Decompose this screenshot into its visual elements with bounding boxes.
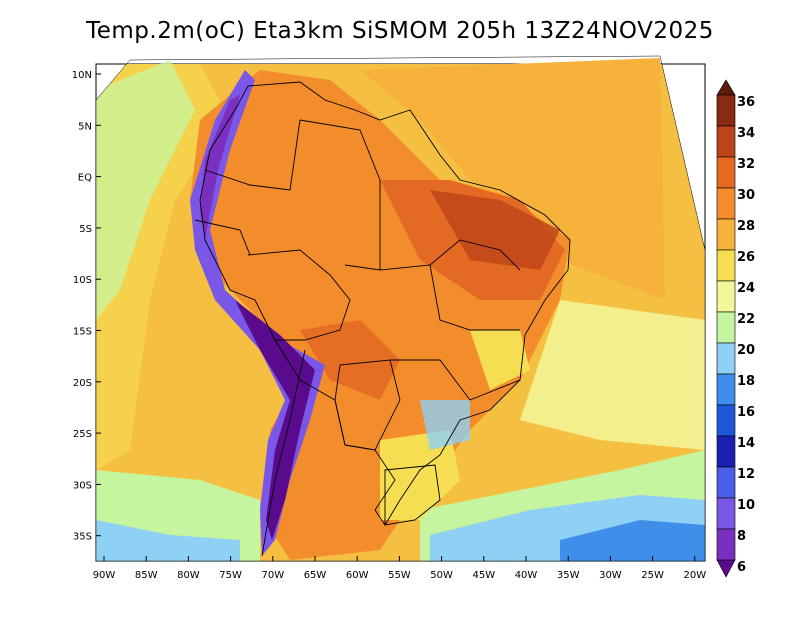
state-borders-south <box>390 359 521 401</box>
colorbar-swatch <box>716 435 736 468</box>
colorbar-tick-label: 24 <box>737 281 755 296</box>
lon-label: 85W <box>135 570 158 581</box>
colorbar-swatch <box>716 466 736 499</box>
colorbar-swatch <box>716 218 736 251</box>
lon-label: 45W <box>472 570 495 581</box>
colorbar-swatch <box>716 497 736 530</box>
lon-label: 60W <box>346 570 369 581</box>
brazil-outline <box>199 81 571 526</box>
lon-label: 30W <box>599 570 622 581</box>
map-title: Temp.2m(oC) Eta3km SiSMOM 205h 13Z24NOV2… <box>86 18 714 44</box>
lon-label: 55W <box>388 570 411 581</box>
lat-label: 15S <box>73 327 92 338</box>
colorbar-swatch <box>716 404 736 437</box>
lon-label: 80W <box>177 570 200 581</box>
country-boundaries <box>194 81 571 557</box>
longitude-axis: 90W 85W 80W 75W 70W 65W 60W 55W 50W 45W 40W 35W 30W 2… <box>93 556 706 581</box>
lat-label: 35S <box>73 532 92 543</box>
lon-label: 25W <box>641 570 664 581</box>
lon-label: 40W <box>515 570 538 581</box>
lon-label: 90W <box>93 570 116 581</box>
colorbar-tick-label: 20 <box>737 343 755 358</box>
lat-label: 10N <box>72 70 92 81</box>
bolivia-border <box>247 249 351 341</box>
central-hot <box>300 320 400 400</box>
colorbar-tick-label: 22 <box>737 312 755 327</box>
state-borders-center <box>379 239 521 271</box>
southeast-cool-spots <box>420 400 470 450</box>
uruguay-border <box>384 464 441 526</box>
colorbar-max-arrow <box>716 79 736 96</box>
colorbar-tick-label: 34 <box>737 126 755 141</box>
chile-argentina-border <box>261 349 306 557</box>
colorbar-swatch <box>716 280 736 313</box>
colorbar-swatch <box>716 187 736 220</box>
minas-mild <box>470 330 530 390</box>
colorbar-tick-label: 32 <box>737 157 755 172</box>
lat-label: EQ <box>78 173 92 184</box>
lon-label: 70W <box>261 570 284 581</box>
latitude-axis: 10N 5N EQ 5S 10S 15S 20S 25S 30S 35S <box>72 70 101 543</box>
colorbar-swatch <box>716 528 736 561</box>
lat-label: 5N <box>78 121 92 132</box>
lat-label: 10S <box>73 275 92 286</box>
warm-atlantic-region <box>360 58 665 300</box>
colorbar-swatch <box>716 125 736 158</box>
colorbar-tick-label: 16 <box>737 405 755 420</box>
colorbar-tick-label: 12 <box>737 467 755 482</box>
colorbar-tick-label: 10 <box>737 498 755 513</box>
colorbar-swatch <box>716 156 736 189</box>
lon-label: 35W <box>557 570 580 581</box>
colorbar: 36 34 32 30 28 26 24 22 20 18 16 14 12 10 8 6 <box>716 79 755 578</box>
northeast-hottest <box>430 190 560 270</box>
colombia-border <box>204 119 301 191</box>
lon-label: 50W <box>430 570 453 581</box>
lon-label: 20W <box>683 570 706 581</box>
colorbar-swatch <box>716 94 736 127</box>
atlantic-mid-cool <box>520 300 705 450</box>
south-atlantic-coldest <box>560 520 705 561</box>
colorbar-swatch <box>716 342 736 375</box>
lon-label: 75W <box>219 570 242 581</box>
state-borders-north <box>299 119 381 271</box>
temperature-field <box>96 58 705 561</box>
domain-outline <box>95 55 706 562</box>
colorbar-min-arrow <box>716 559 736 578</box>
colorbar-tick-label: 14 <box>737 436 755 451</box>
andes-coldest <box>235 300 315 540</box>
lat-label: 5S <box>79 224 92 235</box>
lat-label: 25S <box>73 429 92 440</box>
lat-label: 20S <box>73 378 92 389</box>
south-pacific-cold <box>96 520 240 561</box>
andes-north-cold <box>200 95 240 240</box>
peru-border <box>194 219 251 256</box>
colorbar-swatch <box>716 373 736 406</box>
colorbar-tick-label: 26 <box>737 250 755 265</box>
colorbar-swatch <box>716 249 736 282</box>
state-borders-east <box>429 264 520 331</box>
pacific-cool-region <box>96 60 195 320</box>
colorbar-tick-label: 8 <box>737 529 746 544</box>
colorbar-tick-label: 36 <box>737 95 755 110</box>
lat-label: 30S <box>73 480 92 491</box>
colorbar-tick-label: 28 <box>737 219 755 234</box>
lon-label: 65W <box>304 570 327 581</box>
colorbar-tick-label: 18 <box>737 374 755 389</box>
colorbar-swatch <box>716 311 736 344</box>
colorbar-tick-label: 6 <box>737 560 746 575</box>
colorbar-tick-label: 30 <box>737 188 755 203</box>
